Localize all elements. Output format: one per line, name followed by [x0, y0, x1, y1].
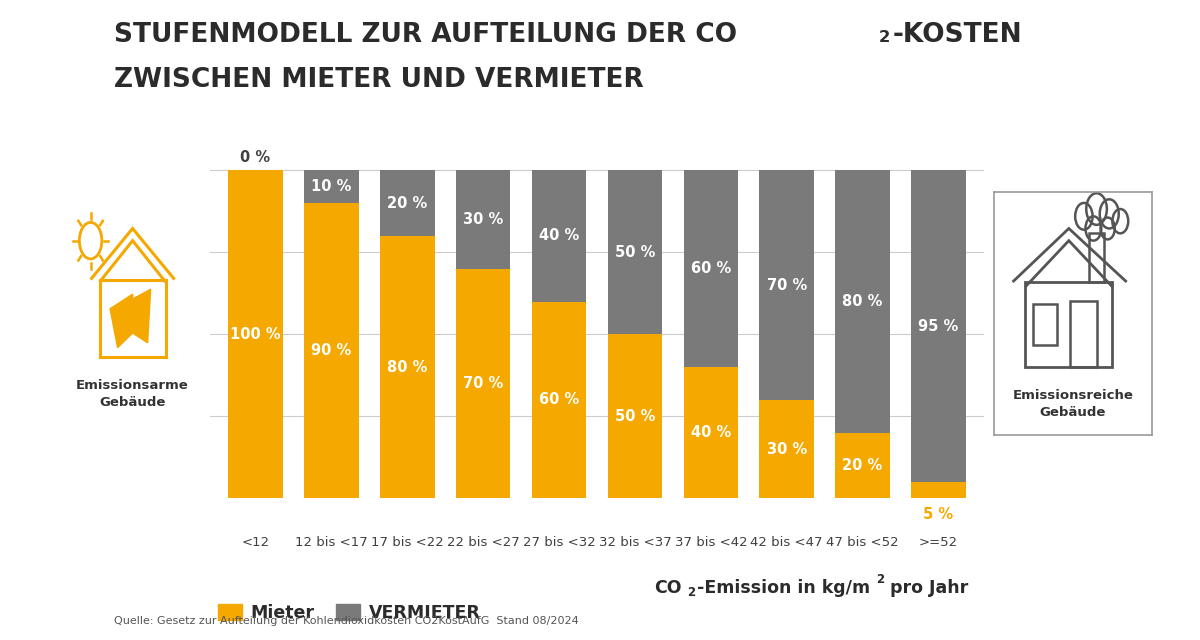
Text: 50 %: 50 % [614, 245, 655, 260]
Text: 5 %: 5 % [924, 507, 954, 522]
Bar [684, 170, 738, 367]
Bar [380, 236, 434, 499]
Bar [760, 400, 814, 499]
Bar [1025, 282, 1112, 367]
Bar [532, 170, 587, 301]
Text: 80 %: 80 % [388, 360, 427, 374]
Text: STUFENMODELL ZUR AUFTEILUNG DER CO: STUFENMODELL ZUR AUFTEILUNG DER CO [114, 22, 737, 49]
Text: pro Jahr: pro Jahr [884, 579, 968, 596]
Bar [228, 170, 283, 499]
Text: 95 %: 95 % [918, 319, 959, 333]
Bar [1069, 301, 1097, 367]
Bar [1033, 304, 1057, 345]
Bar [380, 170, 434, 236]
Text: 70 %: 70 % [767, 278, 806, 292]
Text: 40 %: 40 % [539, 228, 580, 243]
Bar [835, 433, 890, 499]
Bar [607, 334, 662, 499]
Polygon shape [132, 289, 151, 343]
Text: 100 %: 100 % [230, 327, 281, 342]
Text: 40 %: 40 % [691, 426, 731, 440]
Text: 20 %: 20 % [388, 196, 427, 211]
Bar [1088, 234, 1104, 282]
Legend: Mieter, VERMIETER: Mieter, VERMIETER [211, 596, 487, 628]
Bar [456, 269, 510, 499]
Text: Emissionsreiche
Gebäude: Emissionsreiche Gebäude [1013, 388, 1133, 419]
Bar [607, 170, 662, 334]
Text: 10 %: 10 % [311, 179, 352, 194]
Text: Quelle: Gesetz zur Aufteilung der Kohlendioxidkosten CO2KostAufG  Stand 08/2024: Quelle: Gesetz zur Aufteilung der Kohlen… [114, 616, 578, 626]
Bar [911, 482, 966, 499]
Text: 80 %: 80 % [842, 294, 883, 309]
Bar [304, 170, 359, 203]
Bar [456, 170, 510, 269]
Bar [100, 280, 166, 357]
Text: 2: 2 [878, 30, 889, 45]
Text: 2: 2 [876, 573, 884, 586]
Text: 50 %: 50 % [614, 409, 655, 424]
Text: 20 %: 20 % [842, 458, 883, 473]
Bar [911, 170, 966, 482]
Text: 0 %: 0 % [240, 150, 270, 165]
Text: ZWISCHEN MIETER UND VERMIETER: ZWISCHEN MIETER UND VERMIETER [114, 67, 643, 93]
Text: CO: CO [654, 579, 682, 596]
Text: 2: 2 [688, 586, 696, 599]
Text: Emissionsarme
Gebäude: Emissionsarme Gebäude [77, 379, 188, 409]
Text: 30 %: 30 % [767, 442, 806, 457]
Text: -KOSTEN: -KOSTEN [893, 22, 1022, 49]
Polygon shape [110, 294, 132, 348]
Text: 30 %: 30 % [463, 212, 503, 227]
Text: 70 %: 70 % [463, 376, 503, 391]
Bar [532, 301, 587, 499]
Text: 60 %: 60 % [539, 392, 580, 408]
Bar [760, 170, 814, 400]
Bar [835, 170, 890, 433]
Text: -Emission in kg/m: -Emission in kg/m [697, 579, 870, 596]
Text: 60 %: 60 % [691, 261, 731, 276]
Bar [684, 367, 738, 499]
Bar [304, 203, 359, 499]
Text: 90 %: 90 % [311, 343, 352, 358]
